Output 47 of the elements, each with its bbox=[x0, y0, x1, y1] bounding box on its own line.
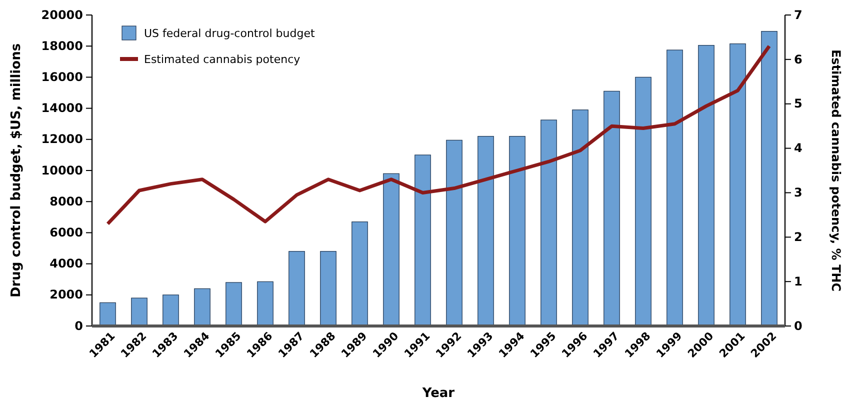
y-tick-label: 18000 bbox=[41, 38, 83, 53]
bar bbox=[730, 43, 746, 326]
bar bbox=[226, 282, 242, 326]
bar bbox=[320, 251, 336, 326]
legend-label: US federal drug-control budget bbox=[144, 27, 316, 40]
y2-tick-label: 4 bbox=[794, 141, 802, 156]
y2-tick-label: 7 bbox=[794, 8, 802, 22]
y-tick-label: 16000 bbox=[41, 70, 83, 84]
y-tick-label: 6000 bbox=[50, 226, 83, 240]
y-tick-label: 14000 bbox=[41, 101, 83, 116]
y2-tick-label: 6 bbox=[794, 52, 802, 66]
y2-tick-label: 3 bbox=[794, 186, 802, 200]
bar bbox=[352, 222, 368, 326]
y-tick-label: 20000 bbox=[41, 8, 83, 22]
bar bbox=[666, 50, 683, 326]
bar bbox=[194, 288, 210, 326]
y-tick-label: 8000 bbox=[50, 194, 83, 208]
bar bbox=[100, 302, 116, 326]
bar bbox=[509, 136, 526, 326]
y2-tick-label: 1 bbox=[794, 274, 802, 288]
bar bbox=[383, 173, 400, 326]
bar bbox=[288, 251, 305, 326]
y-tick-label: 4000 bbox=[50, 256, 83, 271]
bar bbox=[761, 31, 778, 326]
bar bbox=[635, 76, 652, 326]
y-tick-label: 0 bbox=[74, 318, 83, 333]
legend-label: Estimated cannabis potency bbox=[144, 53, 301, 66]
bar bbox=[478, 136, 494, 326]
bar bbox=[446, 140, 462, 326]
bar bbox=[540, 120, 557, 326]
y2-tick-label: 2 bbox=[794, 230, 802, 244]
y2-tick-label: 0 bbox=[794, 318, 802, 333]
bar bbox=[698, 45, 714, 326]
y-tick-label: 10000 bbox=[41, 163, 83, 178]
y-tick-label: 12000 bbox=[41, 132, 83, 146]
y2-tick-label: 5 bbox=[794, 96, 802, 111]
y2-axis-title: Estimated cannabis potency, % THC bbox=[829, 49, 843, 292]
x-axis-title: Year bbox=[421, 386, 456, 401]
bar bbox=[257, 281, 274, 326]
y-axis-title: Drug control budget, $US, millions bbox=[9, 43, 24, 298]
line-series bbox=[106, 44, 771, 226]
bar bbox=[162, 294, 179, 326]
y-tick-label: 2000 bbox=[50, 288, 83, 302]
bar bbox=[604, 90, 620, 326]
bar bbox=[131, 298, 148, 326]
bar bbox=[414, 154, 431, 326]
bar bbox=[572, 110, 588, 326]
